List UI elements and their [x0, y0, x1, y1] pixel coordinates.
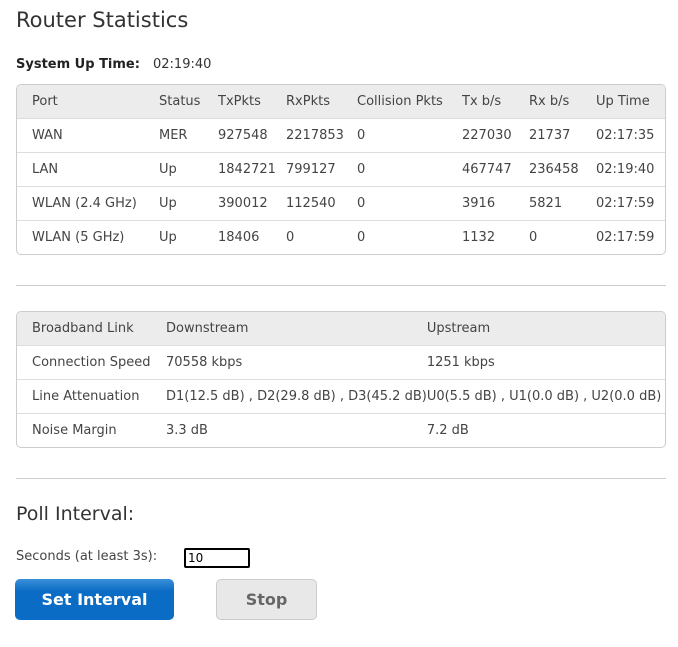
table-cell: 227030: [462, 118, 529, 153]
column-header: Tx b/s: [462, 85, 529, 119]
uptime-value: 02:19:40: [153, 57, 212, 72]
table-cell: Connection Speed: [17, 345, 166, 380]
column-header: Port: [17, 85, 159, 119]
set-interval-button[interactable]: Set Interval: [15, 579, 174, 620]
table-cell: 02:17:59: [596, 220, 665, 254]
table-row: Connection Speed 70558 kbps 1251 kbps: [17, 345, 665, 380]
table-cell: 0: [286, 220, 357, 254]
table-cell: 1132: [462, 220, 529, 254]
table-cell: 3916: [462, 186, 529, 221]
table-cell: 0: [357, 220, 462, 254]
table-cell: 390012: [218, 186, 286, 221]
table-cell: Up: [159, 220, 218, 254]
port-stats-table: Port Status TxPkts RxPkts Collision Pkts Tx b…: [16, 84, 666, 255]
column-header: Downstream: [166, 312, 427, 346]
table-cell: 799127: [286, 152, 357, 187]
table-cell: 5821: [529, 186, 596, 221]
stop-button[interactable]: Stop: [216, 579, 317, 620]
table-cell: 70558 kbps: [166, 345, 427, 380]
table-row: Noise Margin 3.3 dB 7.2 dB: [17, 413, 665, 447]
table-row: Line Attenuation D1(12.5 dB) , D2(29.8 dB…: [17, 379, 665, 414]
table-cell: 0: [357, 152, 462, 187]
table-cell: 467747: [462, 152, 529, 187]
table-header: Broadband Link Downstream Upstream: [17, 312, 665, 346]
table-cell: WAN: [17, 118, 159, 153]
table-cell: 02:19:40: [596, 152, 665, 187]
column-header: Collision Pkts: [357, 85, 462, 119]
table-cell: 0: [529, 220, 596, 254]
table-row: WLAN (5 GHz) Up 18406 0 0 1132 0 02:17:59: [17, 220, 665, 254]
table-cell: U0(5.5 dB) , U1(0.0 dB) , U2(0.0 dB): [426, 379, 665, 414]
table-row: WAN MER 927548 2217853 0 227030 21737 02:17:35: [17, 118, 665, 153]
table-row: LAN Up 1842721 799127 0 467747 236458 02:19:40: [17, 152, 665, 187]
seconds-label: Seconds (at least 3s):: [16, 549, 158, 564]
column-header: Status: [159, 85, 218, 119]
column-header: Upstream: [426, 312, 665, 346]
table-row: WLAN (2.4 GHz) Up 390012 112540 0 3916 5821 02:…: [17, 186, 665, 221]
poll-interval-title: Poll Interval:: [16, 503, 135, 525]
broadband-table: Broadband Link Downstream Upstream Connecti…: [16, 311, 666, 448]
table-header: Port Status TxPkts RxPkts Collision Pkts Tx b…: [17, 85, 665, 119]
divider: [16, 478, 666, 479]
table-cell: Line Attenuation: [17, 379, 166, 414]
table-cell: 18406: [218, 220, 286, 254]
table-cell: Up: [159, 186, 218, 221]
column-header: Up Time: [596, 85, 665, 119]
table-cell: 02:17:35: [596, 118, 665, 153]
table-cell: 7.2 dB: [426, 413, 665, 447]
column-header: TxPkts: [218, 85, 286, 119]
seconds-input[interactable]: [184, 548, 250, 568]
table-cell: 02:17:59: [596, 186, 665, 221]
table-cell: WLAN (2.4 GHz): [17, 186, 159, 221]
table-cell: 927548: [218, 118, 286, 153]
table-cell: D1(12.5 dB) , D2(29.8 dB) , D3(45.2 dB): [166, 379, 427, 414]
page-title: Router Statistics: [16, 8, 189, 32]
table-cell: 21737: [529, 118, 596, 153]
table-cell: LAN: [17, 152, 159, 187]
table-cell: MER: [159, 118, 218, 153]
table-cell: Noise Margin: [17, 413, 166, 447]
table-cell: 0: [357, 118, 462, 153]
table-cell: 236458: [529, 152, 596, 187]
system-uptime: System Up Time: 02:19:40: [16, 57, 212, 72]
table-cell: 0: [357, 186, 462, 221]
table-cell: 2217853: [286, 118, 357, 153]
table-cell: Up: [159, 152, 218, 187]
column-header: RxPkts: [286, 85, 357, 119]
table-cell: 1842721: [218, 152, 286, 187]
table-cell: 3.3 dB: [166, 413, 427, 447]
table-cell: WLAN (5 GHz): [17, 220, 159, 254]
table-cell: 1251 kbps: [426, 345, 665, 380]
column-header: Rx b/s: [529, 85, 596, 119]
table-cell: 112540: [286, 186, 357, 221]
divider: [16, 285, 666, 286]
column-header: Broadband Link: [17, 312, 166, 346]
